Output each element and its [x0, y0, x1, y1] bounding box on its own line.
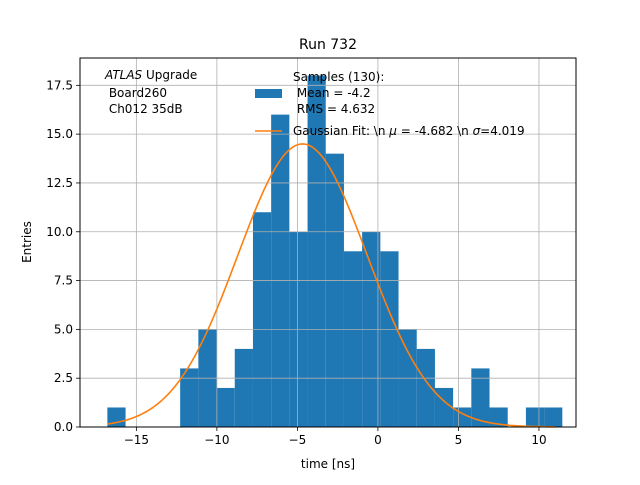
histogram-bar [525, 407, 545, 427]
legend-samples-line-1: Samples (130): [293, 70, 384, 84]
histogram-bar [216, 387, 235, 427]
fit-curve-layer [107, 143, 556, 428]
channel-label: Ch012 35dB [105, 102, 183, 116]
x-axis-label: time [ns] [301, 457, 355, 471]
legend-samples-line-3: RMS = 4.632 [293, 102, 375, 116]
y-axis-label: Entries [20, 221, 34, 263]
histogram-bar [325, 153, 344, 427]
y-tick-label: 12.5 [46, 176, 73, 190]
y-tick-label: 15.0 [46, 127, 73, 141]
histogram-bar [271, 114, 290, 427]
svg-text:ATLAS Upgrade: ATLAS Upgrade [104, 68, 197, 82]
axis-ticks: −15 −10 −5 0 5 10 0.0 2.5 5.0 7.5 10.0 12.5 15.0 17.5 [46, 78, 546, 447]
atlas-annotation: ATLAS Upgrade Board260 Ch012 35dB [104, 68, 197, 116]
board-label: Board260 [105, 86, 167, 100]
gaussian-fit-curve [107, 143, 556, 428]
x-tick-label: 5 [455, 433, 463, 447]
legend: Samples (130): Mean = -4.2 RMS = 4.632 G… [255, 70, 525, 138]
plot-frame [79, 57, 577, 428]
y-tick-label: 2.5 [54, 371, 73, 385]
histogram-bar [453, 407, 472, 427]
histogram-bar [434, 387, 454, 427]
histogram-bar [544, 407, 563, 427]
histogram-bar [471, 368, 490, 427]
y-tick-label: 5.0 [54, 322, 73, 336]
histogram-bar [180, 368, 199, 427]
histogram-bar [307, 75, 326, 428]
histogram-bar [489, 407, 508, 427]
legend-samples-swatch [255, 89, 282, 98]
histogram-bar [252, 212, 272, 427]
legend-samples-line-2: Mean = -4.2 [293, 86, 371, 100]
histogram-bar [234, 348, 253, 427]
y-tick-label: 7.5 [54, 274, 73, 288]
y-tick-label: 10.0 [46, 225, 73, 239]
atlas-label: ATLAS [104, 68, 143, 82]
x-tick-label: −15 [124, 433, 149, 447]
x-tick-label: −5 [289, 433, 307, 447]
histogram-bar [343, 251, 363, 427]
y-tick-label: 0.0 [54, 420, 73, 434]
upgrade-label: Upgrade [142, 68, 197, 82]
histogram-bar [416, 348, 435, 427]
histogram-bar [380, 251, 399, 427]
x-tick-label: 10 [531, 433, 546, 447]
x-tick-label: −10 [204, 433, 229, 447]
x-tick-label: 0 [374, 433, 382, 447]
y-tick-label: 17.5 [46, 78, 73, 92]
legend-fit-label: Gaussian Fit: \n μ = -4.682 \n σ=4.019 [293, 124, 525, 138]
chart-title: Run 732 [299, 37, 357, 53]
